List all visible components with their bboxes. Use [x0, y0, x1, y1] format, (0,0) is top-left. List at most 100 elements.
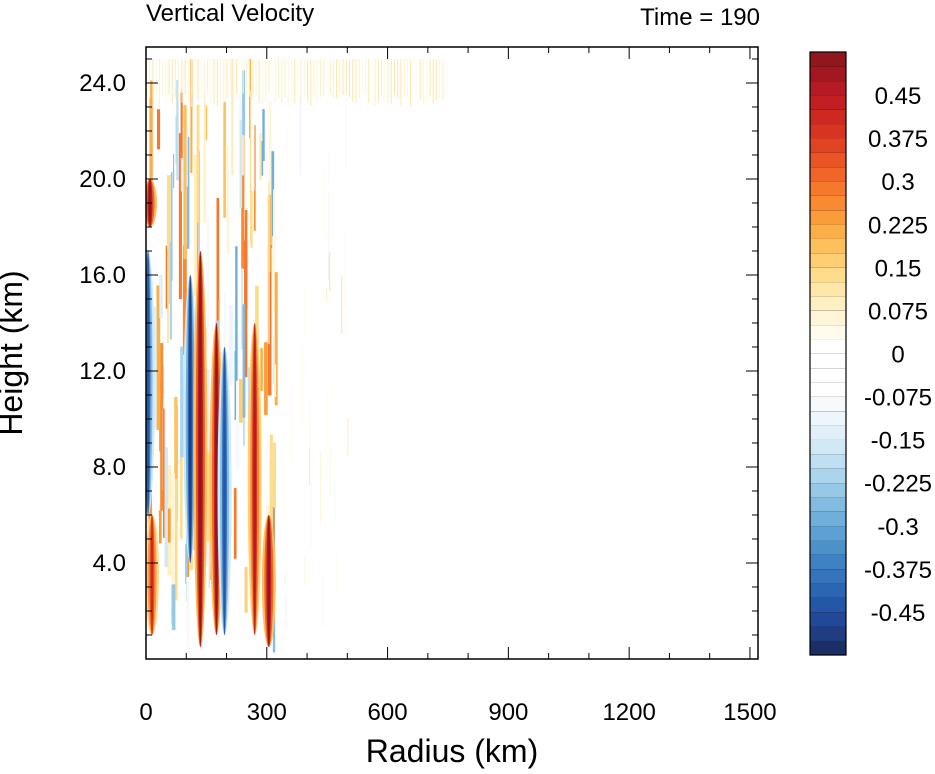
- colorbar-box: [810, 95, 846, 110]
- velocity-streak: [264, 342, 268, 415]
- upper-level-stripe: [336, 59, 338, 98]
- velocity-streak: [175, 405, 178, 522]
- colorbar: 0.45 0.375 0.3 0.225 0.15 0.075 0 -0.075 -0.15 -0…: [809, 51, 932, 656]
- colorbar-frame: [809, 51, 847, 656]
- upper-level-stripe: [278, 59, 280, 99]
- upper-level-stripe: [339, 59, 341, 94]
- velocity-streak: [345, 95, 347, 168]
- velocity-streak: [299, 96, 301, 176]
- upper-level-stripe: [194, 59, 196, 94]
- velocity-streak: [234, 351, 237, 421]
- colorbar-box: [810, 209, 846, 225]
- velocity-streak: [247, 353, 250, 431]
- velocity-streak: [237, 247, 240, 276]
- velocity-streak: [186, 576, 190, 654]
- colorbar-label: 0.375: [868, 126, 928, 153]
- velocity-streak: [196, 104, 200, 223]
- velocity-streak: [327, 255, 330, 281]
- velocity-streak: [271, 151, 275, 248]
- velocity-streak: [165, 245, 168, 309]
- velocity-streak: [328, 189, 330, 258]
- colorbar-label: -0.375: [864, 557, 932, 584]
- velocity-streak: [309, 399, 311, 448]
- velocity-streak: [305, 358, 307, 381]
- colorbar-box: [810, 468, 846, 484]
- downdraft-core: [223, 347, 226, 635]
- velocity-streak: [323, 168, 326, 239]
- velocity-streak: [247, 244, 251, 368]
- upper-level-stripe: [381, 59, 383, 96]
- upper-level-stripe: [258, 59, 260, 103]
- upper-level-stripe: [329, 59, 331, 93]
- upper-level-stripe: [345, 59, 347, 95]
- x-tick-label: 600: [368, 699, 408, 726]
- upper-level-stripe: [332, 59, 334, 98]
- velocity-streak: [235, 246, 238, 381]
- velocity-streak: [310, 227, 313, 299]
- upper-level-stripe: [184, 59, 186, 94]
- colorbar-box: [810, 382, 846, 397]
- upper-level-stripe: [397, 59, 399, 99]
- velocity-streak: [243, 411, 245, 447]
- upper-level-stripe: [416, 59, 418, 98]
- velocity-streak: [244, 566, 248, 613]
- velocity-streak: [268, 100, 272, 232]
- upper-level-stripe: [303, 59, 305, 98]
- upper-level-stripe: [284, 59, 286, 99]
- upper-level-stripe: [165, 59, 167, 100]
- upper-level-stripe: [223, 59, 225, 104]
- velocity-streak: [305, 135, 307, 187]
- colorbar-box: [810, 310, 846, 326]
- upper-level-stripe: [361, 59, 363, 103]
- upper-level-stripe: [368, 59, 370, 103]
- upper-level-stripe: [442, 59, 444, 99]
- velocity-streak: [167, 175, 171, 304]
- colorbar-box: [810, 109, 846, 125]
- upper-level-stripe: [249, 59, 251, 97]
- upper-level-stripe: [158, 59, 160, 107]
- x-tick-label: 900: [488, 699, 528, 726]
- velocity-streak: [182, 245, 187, 355]
- colorbar-box: [810, 353, 846, 369]
- colorbar-label: 0.45: [875, 83, 922, 110]
- upper-level-stripe: [181, 59, 183, 103]
- velocity-streak: [178, 133, 182, 300]
- x-tick-label: 1500: [723, 699, 776, 726]
- velocity-streak: [327, 475, 329, 546]
- velocity-streak: [183, 105, 187, 260]
- colorbar-box: [810, 296, 846, 311]
- velocity-streak: [321, 315, 323, 380]
- upper-level-stripe: [274, 59, 276, 103]
- colorbar-box: [810, 626, 846, 641]
- velocity-streak: [149, 80, 153, 218]
- upper-level-stripe: [371, 59, 373, 105]
- velocity-streak: [308, 417, 311, 487]
- velocity-field: [146, 59, 444, 654]
- upper-level-stripe: [197, 59, 199, 100]
- y-tick-label: 8.0: [93, 454, 126, 481]
- velocity-streak: [272, 236, 274, 295]
- upper-level-stripe: [216, 59, 218, 107]
- colorbar-label: 0.225: [868, 212, 928, 239]
- colorbar-box: [810, 267, 846, 283]
- upper-level-stripe: [162, 59, 164, 96]
- velocity-streak: [286, 128, 289, 174]
- velocity-streak: [158, 510, 162, 544]
- x-axis-label: Radius (km): [366, 733, 538, 769]
- upper-level-stripe: [203, 59, 205, 102]
- upper-level-stripe: [323, 59, 325, 96]
- upper-level-stripe: [268, 59, 270, 94]
- colorbar-box: [810, 152, 846, 168]
- colorbar-label: 0.075: [868, 298, 928, 325]
- velocity-streak: [244, 210, 248, 378]
- velocity-streak: [159, 274, 163, 319]
- y-tick-label: 16.0: [79, 262, 126, 289]
- velocity-streak: [164, 447, 168, 568]
- colorbar-box: [810, 367, 846, 383]
- upper-level-stripe: [297, 59, 299, 97]
- upper-level-stripe: [429, 59, 431, 96]
- velocity-streak: [172, 584, 176, 631]
- upper-level-stripe: [365, 59, 367, 94]
- updraft-core: [267, 515, 271, 647]
- colorbar-box: [810, 138, 846, 153]
